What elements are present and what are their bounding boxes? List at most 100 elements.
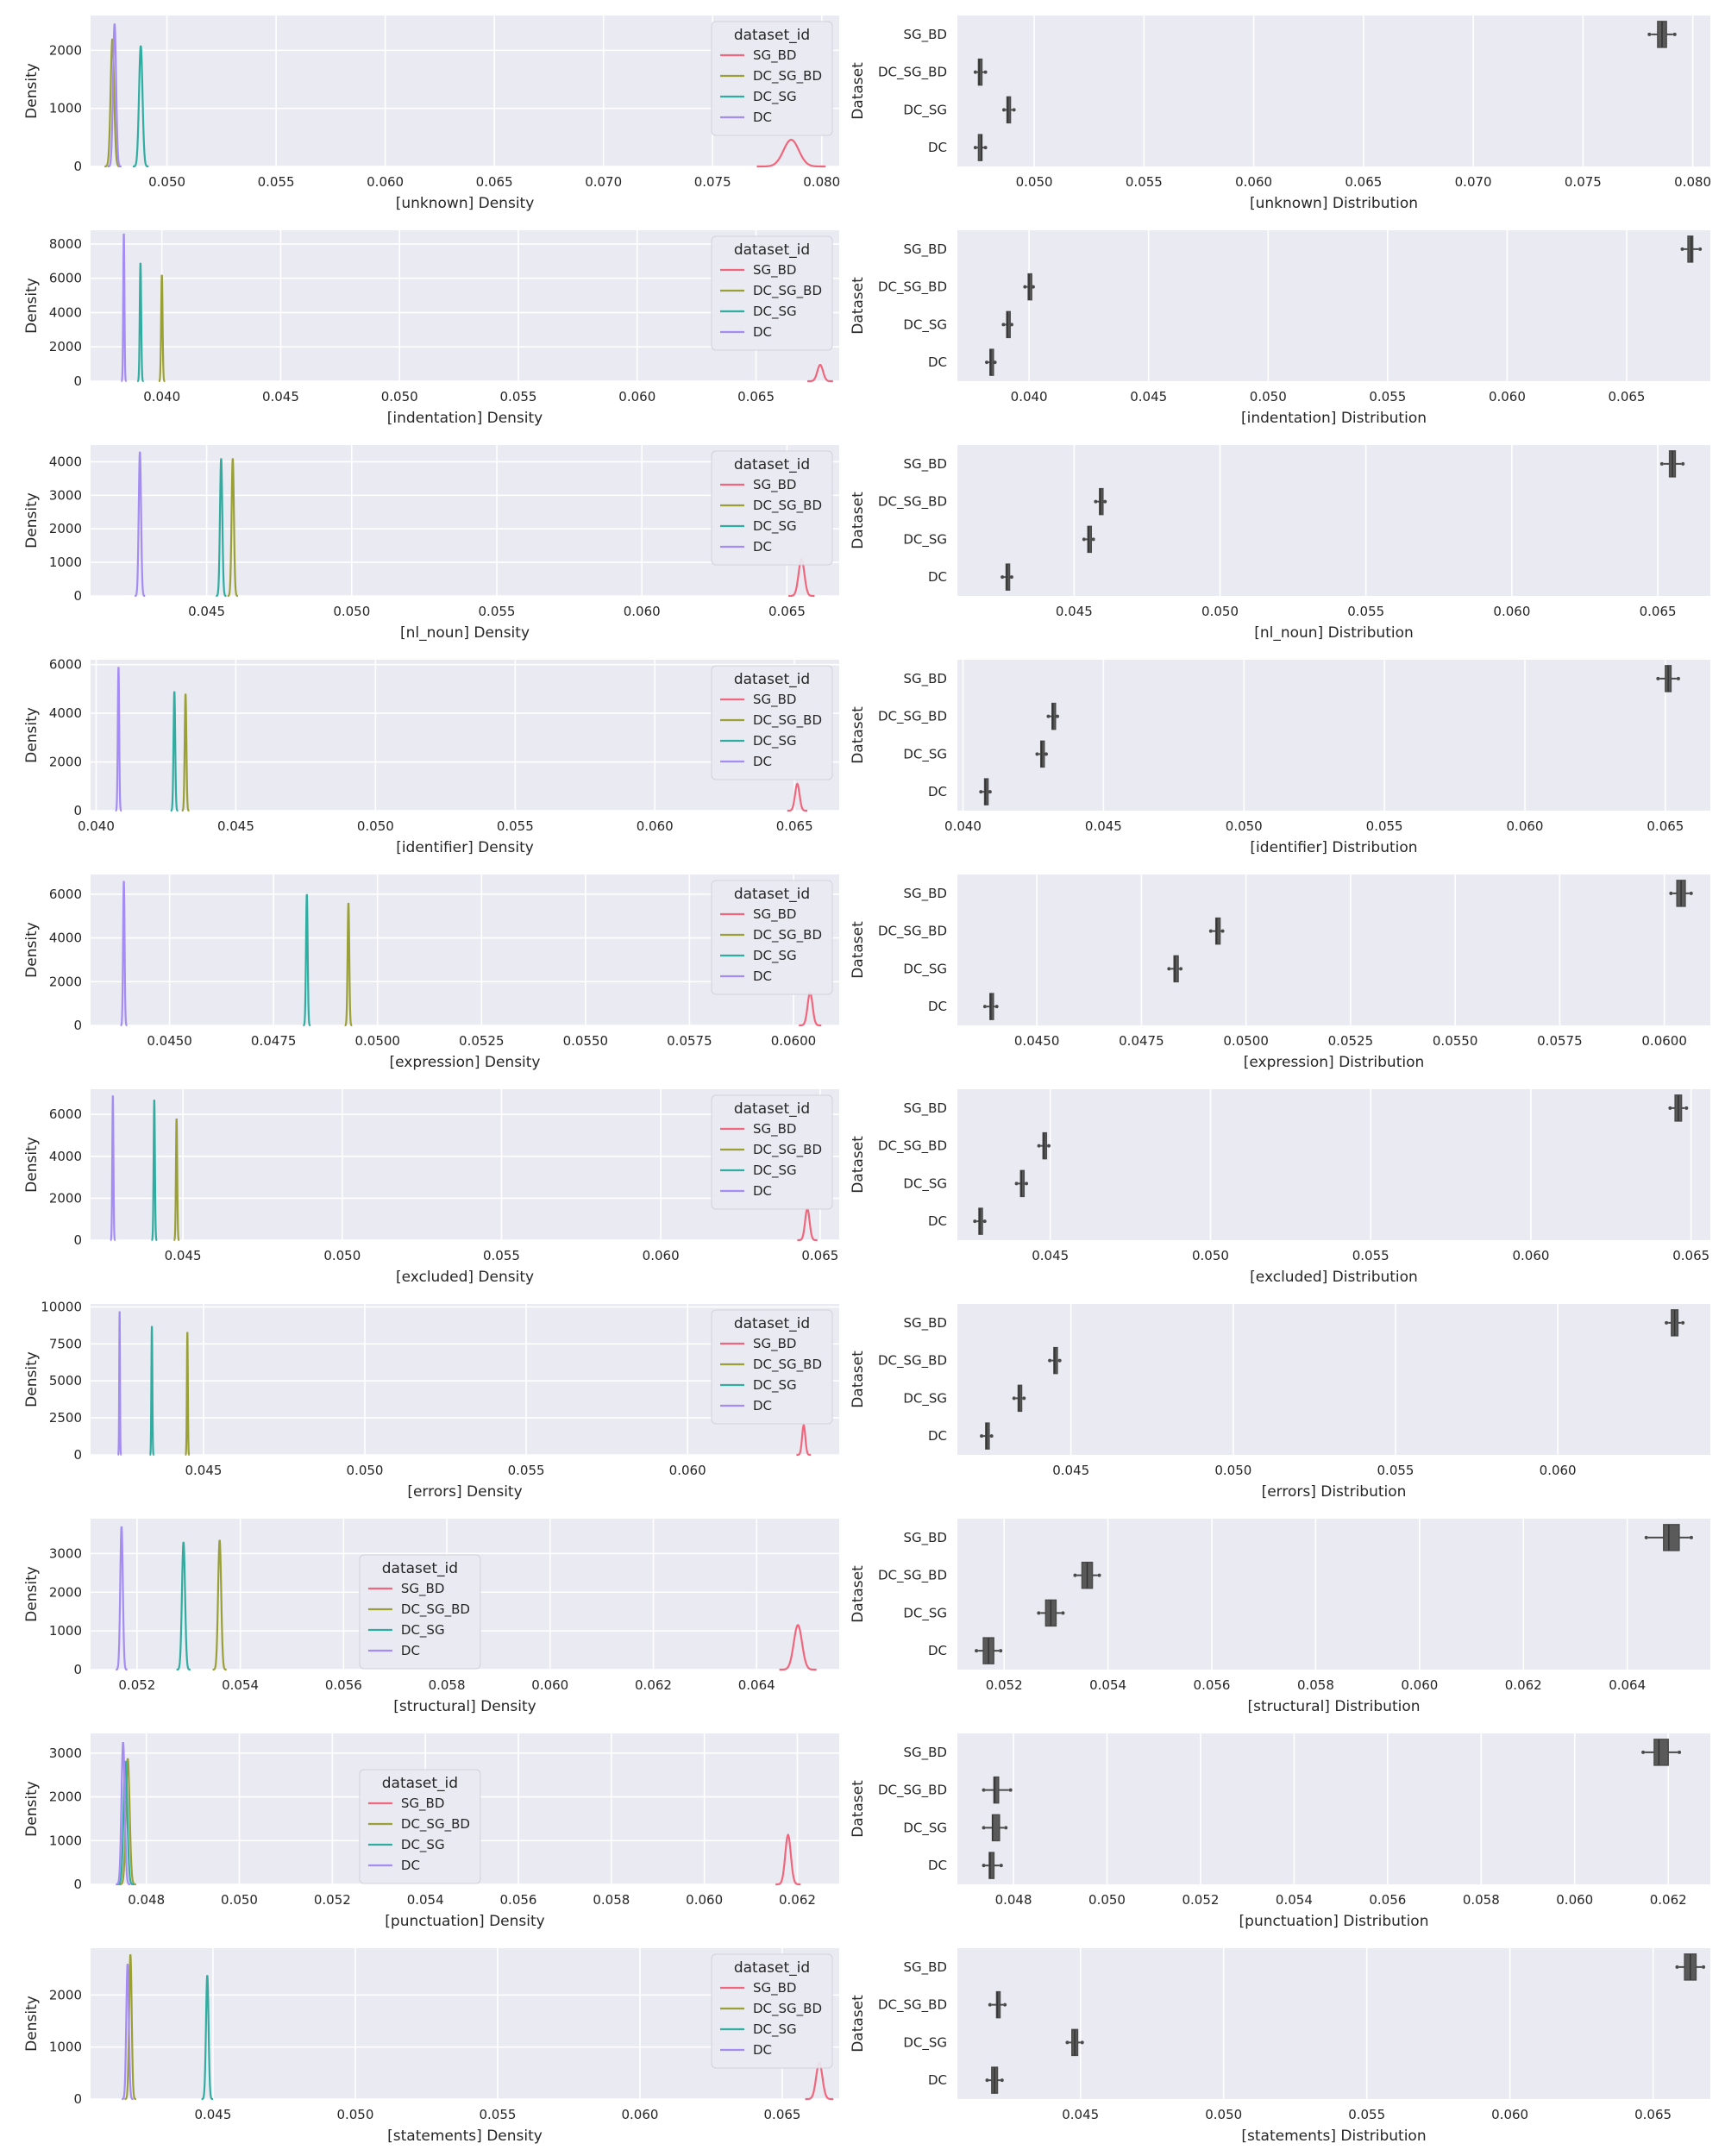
- outlier-point: [1014, 1181, 1019, 1186]
- box-body: [988, 1852, 995, 1879]
- x-tick-label: 0.045: [217, 818, 254, 834]
- legend-entry: DC_SG: [753, 733, 797, 749]
- y-tick-label: SG_BD: [904, 1959, 948, 1976]
- y-tick-label: 2000: [49, 1789, 82, 1805]
- box-body: [1006, 96, 1012, 124]
- outlier-point: [1684, 1106, 1689, 1110]
- box-body: [1214, 917, 1221, 945]
- box-body: [1042, 1131, 1048, 1160]
- box-dc: [982, 1852, 1003, 1879]
- distribution-panel: 0.045 0.050 0.055 0.060 0.065 [excluded] Dist…: [850, 1089, 1710, 1286]
- y-axis-label: Density: [23, 492, 41, 548]
- legend-entry: DC: [753, 324, 772, 340]
- box-dc: [1000, 563, 1013, 591]
- legend-entry: DC: [753, 1183, 772, 1199]
- legend: dataset_id SG_BD DC_SG_BD DC_SG DC: [711, 450, 833, 566]
- outlier-point: [1012, 108, 1016, 112]
- x-tick-label: 0.065: [1672, 1248, 1709, 1263]
- axes-background: [957, 660, 1710, 811]
- legend-entry: DC: [753, 539, 772, 555]
- outlier-point: [1044, 752, 1048, 756]
- x-tick-label: 0.060: [1507, 818, 1544, 834]
- box-body: [985, 1422, 990, 1450]
- outlier-point: [973, 146, 977, 150]
- x-tick-label: 0.060: [1491, 2107, 1528, 2122]
- y-tick-label: DC_SG: [903, 1175, 947, 1192]
- legend: dataset_id SG_BD DC_SG_BD DC_SG DC: [711, 1953, 833, 2069]
- x-tick-label: 0.040: [143, 389, 180, 404]
- x-tick-label: 0.060: [367, 174, 404, 190]
- density-curve-dc-sg-bd: [181, 693, 190, 812]
- legend-entry: DC_SG: [401, 1622, 445, 1639]
- y-tick-label: DC_SG: [903, 746, 947, 762]
- box-body: [1173, 955, 1179, 983]
- outlier-point: [1048, 1358, 1052, 1363]
- y-tick-label: 0: [73, 373, 82, 389]
- distribution-panel: 0.040 0.045 0.050 0.055 0.060 0.065 [indentati…: [850, 230, 1710, 427]
- box-sg-bd: [1675, 1953, 1706, 1981]
- x-tick-label: 0.065: [1647, 818, 1684, 834]
- outlier-point: [1641, 1750, 1646, 1754]
- legend-entry: SG_BD: [401, 1581, 445, 1597]
- box-dc-sg: [1014, 1169, 1029, 1198]
- x-tick-label: 0.052: [986, 1677, 1023, 1693]
- x-tick-label: 0.062: [635, 1677, 672, 1693]
- legend-title: dataset_id: [382, 1775, 458, 1792]
- y-tick-label: 0: [73, 588, 82, 604]
- axes-background: [957, 445, 1710, 596]
- y-axis-label: Dataset: [850, 1780, 867, 1838]
- legend-entry: DC_SG_BD: [753, 283, 822, 299]
- x-tick-label: 0.0525: [459, 1033, 505, 1049]
- legend-title: dataset_id: [382, 1560, 458, 1577]
- box-body: [1053, 1346, 1058, 1375]
- box-sg-bd: [1665, 1309, 1685, 1337]
- box-dc: [982, 993, 999, 1020]
- legend-entry: DC_SG: [753, 2021, 797, 2038]
- legend: dataset_id SG_BD DC_SG_BD DC_SG DC: [711, 1309, 833, 1425]
- y-tick-label: DC: [928, 999, 947, 1014]
- density-curve-dc-sg-bd: [227, 458, 238, 598]
- x-tick-label: 0.048: [128, 1892, 165, 1908]
- x-axis-label: [statements] Distribution: [1241, 2128, 1426, 2145]
- x-tick-label: 0.060: [1540, 1463, 1577, 1478]
- outlier-point: [1103, 499, 1107, 504]
- outlier-point: [1037, 1611, 1041, 1615]
- box-dc-sg: [982, 1814, 1008, 1842]
- distribution-panel: 0.052 0.054 0.056 0.058 0.060 0.062 0.064 [stru…: [850, 1519, 1710, 1715]
- distribution-panel: 0.045 0.050 0.055 0.060 0.065 [statements] Di…: [850, 1948, 1710, 2145]
- axes-background: [957, 1519, 1710, 1670]
- box-body: [1019, 1169, 1026, 1198]
- x-tick-label: 0.045: [194, 2107, 231, 2122]
- outlier-point: [1023, 285, 1027, 289]
- y-axis-label: Dataset: [850, 1565, 867, 1623]
- x-tick-label: 0.040: [78, 818, 115, 834]
- x-tick-label: 0.065: [1634, 2107, 1672, 2122]
- outlier-point: [1022, 1396, 1026, 1401]
- x-tick-label: 0.0550: [1433, 1033, 1478, 1049]
- y-tick-label: 0: [73, 1232, 82, 1248]
- legend-frame: [711, 1953, 833, 2069]
- legend-title: dataset_id: [734, 27, 810, 44]
- density-panel: 0.052 0.054 0.056 0.058 0.060 0.062 0.064 [stru…: [23, 1519, 839, 1715]
- legend-frame: [711, 665, 833, 780]
- outlier-point: [1689, 1535, 1693, 1539]
- x-tick-label: 0.060: [686, 1892, 723, 1908]
- box-body: [1663, 1524, 1680, 1551]
- box-body: [1653, 1739, 1669, 1766]
- box-body: [995, 1990, 1001, 2019]
- x-tick-label: 0.060: [531, 1677, 568, 1693]
- y-tick-label: SG_BD: [904, 1315, 948, 1332]
- legend-frame: [359, 1554, 481, 1670]
- x-tick-label: 0.050: [1214, 1463, 1251, 1478]
- outlier-point: [1672, 32, 1677, 36]
- outlier-point: [1000, 2078, 1004, 2083]
- y-tick-label: 7500: [49, 1336, 82, 1351]
- x-tick-label: 0.0450: [1014, 1033, 1060, 1049]
- box-dc-sg-bd: [1208, 917, 1225, 945]
- density-panel: 0.045 0.050 0.055 0.060 [errors] Density 0 250…: [23, 1299, 839, 1501]
- y-tick-label: 2500: [49, 1410, 82, 1426]
- legend-entry: DC: [753, 754, 772, 769]
- x-tick-label: 0.080: [1674, 174, 1711, 190]
- density-curve-dc-sg-bd: [344, 902, 353, 1027]
- outlier-point: [983, 70, 988, 74]
